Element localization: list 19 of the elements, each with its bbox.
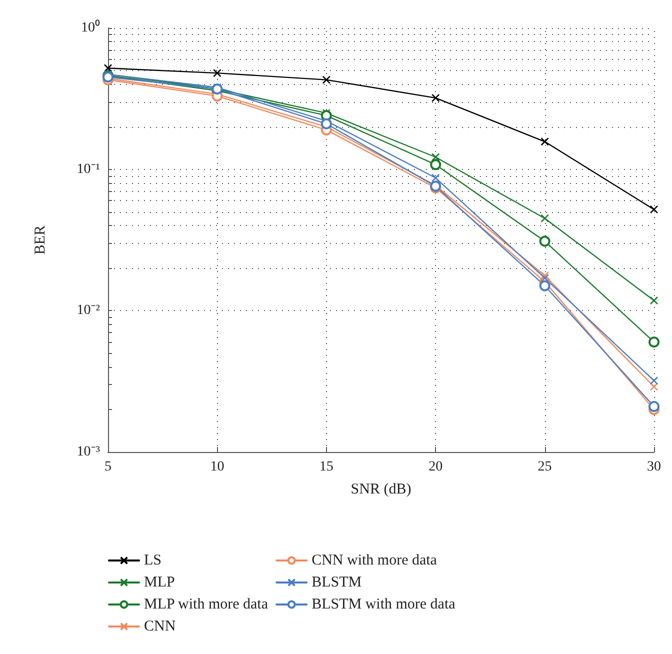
legend-label: MLP with more data bbox=[144, 596, 268, 612]
y-tick-label: 10⁻² bbox=[76, 303, 100, 318]
x-tick-label: 20 bbox=[428, 460, 443, 474]
legend-label: LS bbox=[144, 552, 162, 568]
y-tick-label: 10⁻¹ bbox=[76, 162, 100, 177]
x-tick-label: 25 bbox=[538, 460, 552, 474]
x-tick-label: 30 bbox=[647, 460, 661, 474]
legend-label: MLP bbox=[144, 574, 175, 590]
legend-label: BLSTM with more data bbox=[312, 596, 456, 612]
x-axis-title: SNR (dB) bbox=[350, 482, 412, 498]
y-tick-label: 10⁰ bbox=[81, 20, 100, 36]
legend-label: CNN with more data bbox=[312, 552, 438, 568]
x-tick-label: 5 bbox=[104, 460, 112, 474]
y-axis-title: BER bbox=[32, 225, 48, 255]
legend-label: BLSTM bbox=[312, 574, 362, 590]
y-tick-label: 10⁻³ bbox=[76, 444, 100, 460]
legend-label: CNN bbox=[144, 618, 176, 634]
x-tick-label: 10 bbox=[210, 460, 224, 474]
x-tick-label: 15 bbox=[319, 460, 334, 474]
